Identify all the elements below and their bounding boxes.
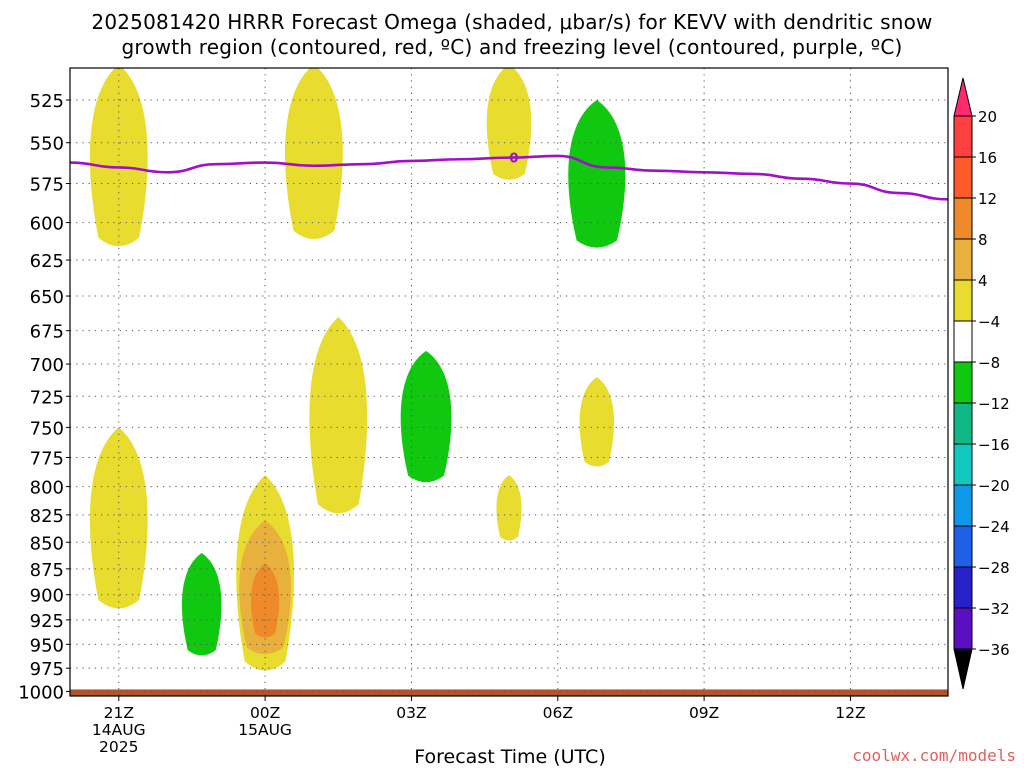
chart-title-line-1: 2025081420 HRRR Forecast Omega (shaded, … — [91, 10, 933, 34]
y-tick-label: 650 — [30, 287, 64, 308]
colorbar-segment — [953, 320, 973, 363]
colorbar-label: −20 — [978, 477, 1010, 495]
y-tick-label: 575 — [30, 175, 64, 196]
y-tick-label: 975 — [30, 659, 64, 680]
colorbar-segment — [953, 525, 973, 568]
colorbar-segment — [953, 607, 973, 650]
chart-title-line-2: growth region (contoured, red, ºC) and f… — [121, 35, 903, 59]
surface-band — [70, 689, 948, 696]
omega-shading-layer — [89, 68, 626, 671]
x-axis-label: Forecast Time (UTC) — [414, 746, 606, 768]
y-tick-label: 900 — [30, 586, 64, 607]
colorbar-segment — [953, 197, 973, 240]
colorbar-label: 20 — [978, 108, 997, 126]
omega-feature-7 — [285, 68, 343, 240]
colorbar-label: −28 — [978, 559, 1010, 577]
colorbar-top-arrow — [953, 77, 973, 117]
y-tick-label: 550 — [30, 134, 64, 155]
freezing-level-label: 0 — [509, 152, 518, 167]
colorbar-label: 12 — [978, 190, 997, 208]
colorbar-segment — [953, 156, 973, 199]
y-tick-label: 1000 — [18, 682, 64, 703]
colorbar-label: −36 — [978, 641, 1010, 659]
omega-feature-13 — [579, 377, 615, 467]
colorbar-segment — [953, 402, 973, 445]
grid-layer — [70, 68, 948, 696]
omega-feature-10 — [486, 68, 532, 180]
colorbar-segment — [953, 443, 973, 486]
omega-feature-6 — [250, 563, 280, 638]
colorbar-segment — [953, 484, 973, 527]
y-tick-label: 950 — [30, 635, 64, 656]
freezing-level-layer: 0 — [70, 152, 948, 201]
surface-terrain-layer — [70, 689, 948, 696]
plot-frame — [69, 67, 949, 697]
colorbar-label: −4 — [978, 313, 1000, 331]
x-tick-label: 03Z — [396, 704, 426, 722]
y-tick-label: 750 — [30, 418, 64, 439]
y-tick-label: 700 — [30, 355, 64, 376]
colorbar-segment — [953, 238, 973, 281]
colorbar: 20 16 12 8 4 −4 −8 −12 −16 −20 −24 −28 −32 −36 — [953, 77, 1010, 690]
y-tick-label: 825 — [30, 506, 64, 527]
x-tick-label: 00Z — [250, 704, 280, 722]
omega-feature-2 — [89, 427, 148, 609]
omega-feature-12 — [568, 100, 626, 248]
freezing-level-line — [70, 154, 948, 201]
colorbar-label: −24 — [978, 518, 1010, 536]
x-tick-label: 15AUG — [238, 721, 292, 739]
site-credit: coolwx.com/models — [852, 746, 1016, 765]
colorbar-label: −8 — [978, 354, 1000, 372]
colorbar-segment — [953, 279, 973, 322]
x-tick-label: 06Z — [543, 704, 573, 722]
colorbar-label: 16 — [978, 149, 997, 167]
x-tick-label: 21Z — [104, 704, 134, 722]
y-tick-label: 725 — [30, 387, 64, 408]
y-tick-label: 675 — [30, 322, 64, 343]
y-tick-label: 775 — [30, 448, 64, 469]
colorbar-label: −12 — [978, 395, 1010, 413]
colorbar-label: 4 — [978, 272, 988, 290]
y-tick-label: 850 — [30, 533, 64, 554]
x-tick-label: 12Z — [835, 704, 865, 722]
x-tick-label: 09Z — [689, 704, 719, 722]
y-tick-label: 925 — [30, 611, 64, 632]
y-tick-label: 525 — [30, 91, 64, 112]
y-axis-ticks: 525 550 575 600 625 650 675 700 725 750 775 800 825 8… — [18, 91, 70, 703]
y-tick-label: 600 — [30, 214, 64, 235]
colorbar-bottom-arrow — [953, 648, 973, 690]
colorbar-segment — [953, 361, 973, 404]
omega-feature-9 — [400, 350, 452, 483]
omega-feature-11 — [496, 475, 522, 541]
y-tick-label: 875 — [30, 560, 64, 581]
omega-feature-3 — [181, 552, 222, 656]
x-tick-label: 14AUG — [92, 721, 146, 739]
colorbar-label: −16 — [978, 436, 1010, 454]
y-tick-label: 800 — [30, 478, 64, 499]
y-tick-label: 625 — [30, 251, 64, 272]
colorbar-label: 8 — [978, 231, 988, 249]
omega-feature-1 — [89, 68, 148, 247]
x-tick-label: 2025 — [99, 738, 138, 756]
colorbar-segment — [953, 115, 973, 158]
colorbar-label: −32 — [978, 600, 1010, 618]
omega-feature-8 — [309, 316, 368, 514]
colorbar-segment — [953, 566, 973, 609]
